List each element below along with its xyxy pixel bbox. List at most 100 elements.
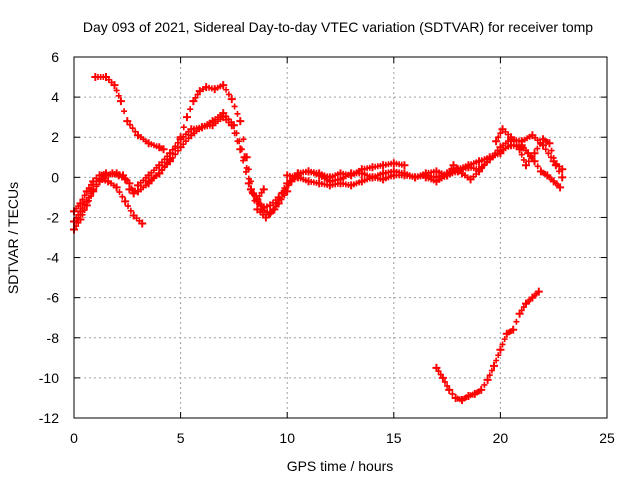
- series-track-6: [125, 81, 292, 218]
- data-point: [236, 145, 245, 154]
- data-point: [76, 215, 85, 224]
- data-point-interp: [495, 352, 502, 359]
- data-point-interp: [169, 146, 176, 153]
- data-point: [445, 385, 454, 394]
- data-point-interp: [520, 156, 527, 163]
- y-tick-label: 4: [51, 89, 59, 105]
- data-point-interp: [121, 108, 128, 115]
- data-point: [558, 173, 567, 182]
- data-point-interp: [93, 175, 100, 182]
- y-tick-label: -4: [47, 250, 60, 266]
- y-tick-label: 6: [51, 49, 59, 65]
- data-point-interp: [435, 368, 442, 375]
- y-axis-label: SDTVAR / TECUs: [5, 182, 21, 294]
- data-point: [530, 157, 539, 166]
- data-point-interp: [85, 185, 92, 192]
- data-point-interp: [182, 138, 189, 145]
- data-point-interp: [534, 145, 541, 152]
- data-point: [182, 113, 191, 122]
- data-point: [123, 117, 132, 126]
- data-point-interp: [449, 390, 456, 397]
- data-point: [165, 157, 174, 166]
- data-point-interp: [518, 307, 525, 314]
- series-track-12: [421, 131, 567, 186]
- data-point: [244, 179, 253, 188]
- data-point: [534, 287, 543, 296]
- data-point-interp: [223, 86, 230, 93]
- data-point-interp: [113, 87, 120, 94]
- data-point: [515, 145, 524, 154]
- data-point: [159, 145, 168, 154]
- chart-title: Day 093 of 2021, Sidereal Day-to-day VTE…: [83, 19, 593, 35]
- data-point: [246, 185, 255, 194]
- data-point-interp: [234, 110, 241, 117]
- y-tick-label: -12: [39, 410, 59, 426]
- data-point-interp: [240, 136, 247, 143]
- data-point: [236, 117, 245, 126]
- data-point: [89, 177, 98, 186]
- y-tick-label: -10: [39, 370, 59, 386]
- data-point-interp: [441, 378, 448, 385]
- data-point-interp: [187, 106, 194, 113]
- data-point: [438, 373, 447, 382]
- series-track-4: [70, 169, 110, 216]
- data-point-interp: [489, 153, 496, 160]
- data-point-interp: [495, 134, 502, 141]
- y-tick-label: -2: [47, 209, 60, 225]
- x-tick-label: 5: [177, 430, 185, 446]
- data-point-interp: [513, 318, 520, 325]
- series-track-1: [91, 73, 168, 154]
- data-point-interp: [501, 336, 508, 343]
- data-point-interp: [492, 150, 499, 157]
- data-point-interp: [158, 159, 165, 166]
- data-point-interp: [127, 207, 134, 214]
- data-point-interp: [550, 154, 557, 161]
- data-point-interp: [161, 164, 168, 171]
- data-point-interp: [545, 150, 552, 157]
- data-point: [259, 185, 268, 194]
- data-point-interp: [510, 138, 517, 145]
- data-point-interp: [518, 151, 525, 158]
- data-point-interp: [81, 207, 88, 214]
- data-point-interp: [231, 130, 238, 137]
- x-tick-label: 15: [386, 430, 402, 446]
- data-point-interp: [234, 138, 241, 145]
- x-tick-label: 20: [493, 430, 509, 446]
- data-point-interp: [93, 183, 100, 190]
- data-point-interp: [274, 201, 281, 208]
- data-point: [492, 137, 501, 146]
- data-point-interp: [556, 168, 563, 175]
- data-point: [112, 183, 121, 192]
- data-point: [219, 81, 228, 90]
- data-point: [477, 385, 486, 394]
- data-point: [556, 183, 565, 192]
- grid-layer: [74, 57, 607, 418]
- x-tick-label: 0: [70, 430, 78, 446]
- data-point-interp: [172, 143, 179, 150]
- data-point-interp: [278, 189, 285, 196]
- series-track-15: [432, 287, 543, 404]
- y-tick-label: -6: [47, 290, 60, 306]
- data-point: [165, 149, 174, 158]
- data-point-interp: [180, 124, 187, 131]
- data-point-interp: [225, 91, 232, 98]
- ticks-layer: 0 5 10 15 20 25 -12 -10 -8 -6 -4 -2 0 2 4 6: [39, 49, 615, 446]
- data-point-interp: [497, 130, 504, 137]
- data-point-interp: [281, 185, 288, 192]
- data-point-interp: [548, 147, 555, 154]
- data-point-interp: [542, 146, 549, 153]
- x-tick-label: 25: [599, 430, 615, 446]
- data-point-interp: [478, 165, 485, 172]
- data-point-interp: [499, 341, 506, 348]
- data-point-interp: [158, 167, 165, 174]
- data-point-interp: [115, 92, 122, 99]
- data-point-interp: [446, 168, 453, 175]
- data-point-interp: [231, 103, 238, 110]
- data-point: [227, 95, 236, 104]
- data-point-interp: [180, 141, 187, 148]
- data-point-interp: [256, 193, 263, 200]
- data-point: [138, 219, 147, 228]
- data-point-interp: [537, 140, 544, 147]
- data-point-interp: [126, 121, 133, 128]
